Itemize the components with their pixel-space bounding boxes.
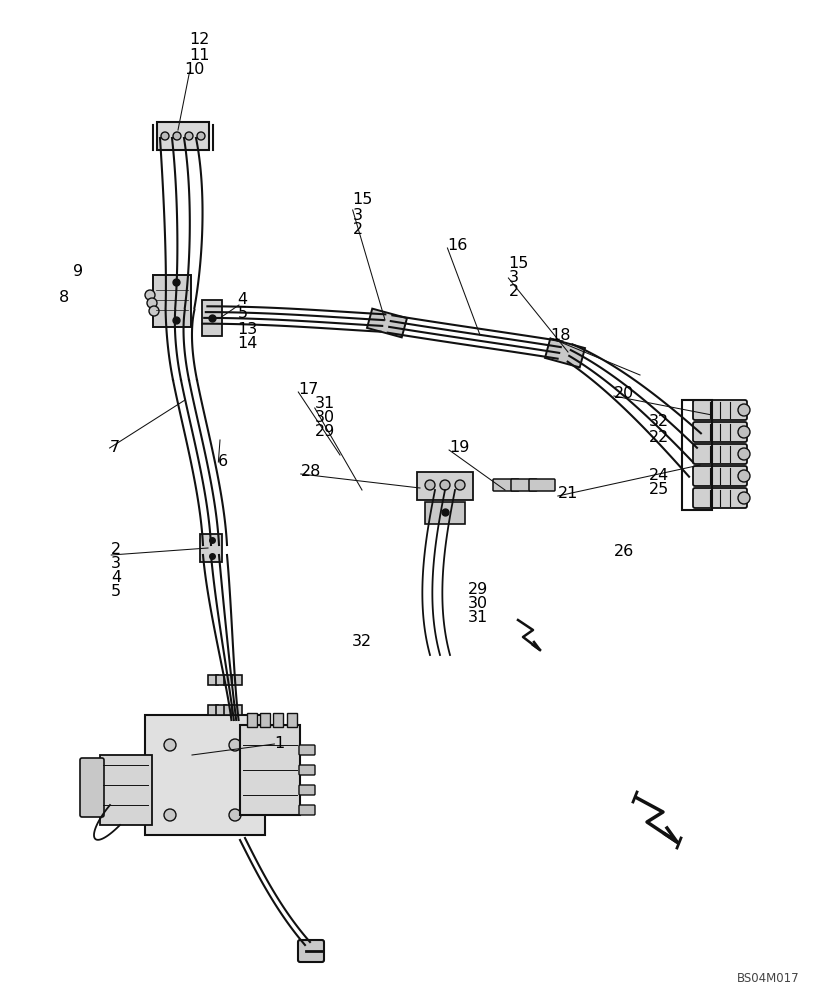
- Text: 31: 31: [315, 396, 335, 412]
- FancyBboxPatch shape: [216, 675, 226, 685]
- Text: 3: 3: [111, 556, 121, 572]
- Text: 3: 3: [508, 270, 518, 286]
- Text: 24: 24: [648, 468, 669, 484]
- Text: 15: 15: [353, 192, 373, 208]
- Circle shape: [229, 739, 241, 751]
- FancyBboxPatch shape: [153, 275, 191, 327]
- FancyBboxPatch shape: [299, 745, 315, 755]
- FancyBboxPatch shape: [367, 309, 407, 337]
- Text: 13: 13: [237, 322, 258, 338]
- Text: 1: 1: [274, 736, 284, 752]
- FancyBboxPatch shape: [298, 940, 324, 962]
- FancyBboxPatch shape: [216, 705, 226, 715]
- Text: 31: 31: [468, 610, 489, 626]
- FancyBboxPatch shape: [693, 488, 747, 508]
- FancyBboxPatch shape: [493, 479, 519, 491]
- FancyBboxPatch shape: [299, 805, 315, 815]
- Text: 2: 2: [353, 222, 363, 236]
- Text: 5: 5: [237, 306, 247, 322]
- FancyBboxPatch shape: [273, 713, 283, 727]
- Text: 12: 12: [190, 32, 210, 47]
- Text: 11: 11: [190, 47, 210, 62]
- FancyBboxPatch shape: [202, 300, 222, 336]
- Text: 9: 9: [73, 264, 82, 279]
- Circle shape: [164, 809, 176, 821]
- Text: 17: 17: [298, 381, 319, 396]
- Text: 3: 3: [353, 208, 363, 223]
- FancyBboxPatch shape: [200, 534, 222, 562]
- FancyBboxPatch shape: [417, 472, 473, 500]
- Text: 32: 32: [648, 414, 668, 430]
- Circle shape: [425, 480, 435, 490]
- Text: 15: 15: [508, 256, 529, 271]
- FancyBboxPatch shape: [287, 713, 297, 727]
- Text: 25: 25: [648, 483, 669, 497]
- Circle shape: [147, 298, 157, 308]
- Text: 22: 22: [648, 430, 669, 444]
- Circle shape: [738, 492, 750, 504]
- FancyBboxPatch shape: [224, 675, 234, 685]
- Text: 32: 32: [352, 635, 372, 650]
- Text: 30: 30: [315, 410, 335, 426]
- Circle shape: [161, 132, 169, 140]
- Text: 30: 30: [468, 596, 488, 611]
- FancyBboxPatch shape: [545, 339, 585, 367]
- Text: 28: 28: [301, 464, 321, 480]
- Text: 26: 26: [614, 544, 634, 560]
- FancyBboxPatch shape: [299, 785, 315, 795]
- FancyBboxPatch shape: [100, 755, 152, 825]
- FancyBboxPatch shape: [693, 444, 747, 464]
- FancyBboxPatch shape: [247, 713, 257, 727]
- FancyBboxPatch shape: [511, 479, 537, 491]
- Circle shape: [229, 809, 241, 821]
- Circle shape: [738, 448, 750, 460]
- FancyBboxPatch shape: [232, 675, 242, 685]
- FancyBboxPatch shape: [693, 400, 747, 420]
- Text: 19: 19: [449, 440, 470, 454]
- Text: 18: 18: [550, 328, 571, 344]
- FancyBboxPatch shape: [80, 758, 104, 817]
- FancyBboxPatch shape: [224, 705, 234, 715]
- Circle shape: [173, 132, 181, 140]
- FancyBboxPatch shape: [260, 713, 270, 727]
- FancyBboxPatch shape: [240, 725, 300, 815]
- Circle shape: [149, 306, 159, 316]
- Text: 5: 5: [111, 584, 121, 599]
- Text: 10: 10: [184, 62, 204, 78]
- Text: 6: 6: [218, 454, 228, 470]
- FancyBboxPatch shape: [693, 466, 747, 486]
- FancyBboxPatch shape: [425, 502, 465, 524]
- FancyBboxPatch shape: [157, 122, 209, 150]
- Text: 2: 2: [508, 284, 518, 300]
- Circle shape: [440, 480, 450, 490]
- FancyBboxPatch shape: [208, 675, 218, 685]
- Text: 4: 4: [111, 570, 121, 585]
- FancyBboxPatch shape: [232, 705, 242, 715]
- Text: 2: 2: [111, 542, 121, 558]
- Text: BS04M017: BS04M017: [737, 972, 800, 985]
- Circle shape: [197, 132, 205, 140]
- Text: 4: 4: [237, 292, 247, 308]
- FancyBboxPatch shape: [529, 479, 555, 491]
- Text: 16: 16: [447, 237, 468, 252]
- FancyBboxPatch shape: [145, 715, 265, 835]
- Circle shape: [185, 132, 193, 140]
- Circle shape: [455, 480, 465, 490]
- Circle shape: [738, 426, 750, 438]
- Text: 29: 29: [468, 582, 489, 597]
- Text: 21: 21: [558, 487, 578, 502]
- FancyBboxPatch shape: [299, 765, 315, 775]
- Circle shape: [164, 739, 176, 751]
- Text: 20: 20: [614, 386, 634, 401]
- Text: 29: 29: [315, 424, 335, 440]
- Text: 8: 8: [59, 290, 69, 306]
- Circle shape: [738, 470, 750, 482]
- Circle shape: [738, 404, 750, 416]
- Text: 7: 7: [110, 440, 119, 456]
- FancyBboxPatch shape: [208, 705, 218, 715]
- FancyBboxPatch shape: [693, 422, 747, 442]
- Text: 14: 14: [237, 336, 258, 352]
- Circle shape: [145, 290, 155, 300]
